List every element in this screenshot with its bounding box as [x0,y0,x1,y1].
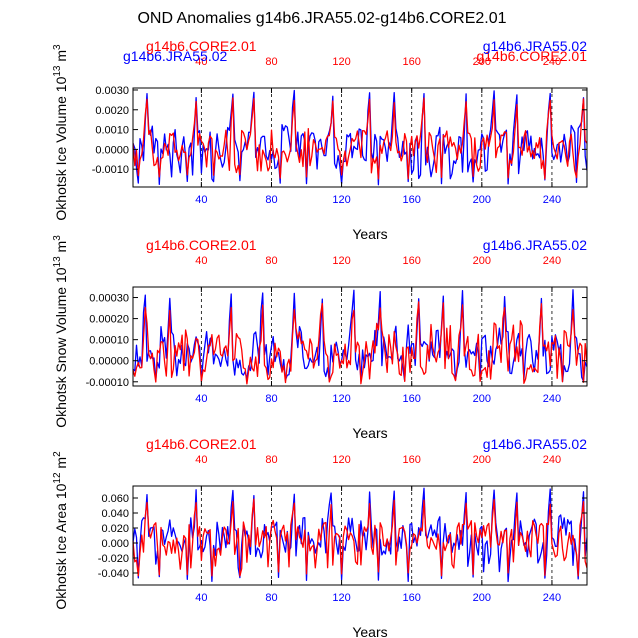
top-x-tick-label: 40 [195,56,207,68]
x-tick-label: 120 [332,592,350,604]
legend-right-back: g14b6.CORE2.01 [476,48,587,64]
series-line-core2 [133,301,587,385]
top-x-tick-label: 120 [332,56,350,68]
x-tick-label: 160 [403,194,421,206]
x-tick-label: 80 [265,194,277,206]
panel-1: -0.0010 0.0000 0.0010 0.0020 0.0030 40 40 80 80 1… [52,38,588,242]
x-tick-label: 160 [403,393,421,405]
top-x-tick-label: 200 [473,56,491,68]
x-tick-label: 240 [543,194,561,206]
y-tick-label: 0.0020 [95,105,129,117]
top-x-tick-label: 40 [195,255,207,267]
y-tick-label: -0.0010 [92,164,129,176]
panel-2: -0.00010 0.00000 0.00010 0.00020 0.00030 40 40… [52,235,588,441]
x-tick-label: 40 [195,194,207,206]
x-tick-label: 200 [473,592,491,604]
top-x-tick-label: 240 [543,255,561,267]
x-axis-label: Years [352,226,387,242]
panel-3: -0.040 -0.020 0.000 0.020 0.040 0.060 40 40 80 80… [52,436,588,638]
top-x-tick-label: 200 [473,255,491,267]
x-axis-label: Years [352,425,387,441]
legend-left: g14b6.CORE2.01 [146,237,257,253]
top-x-tick-label: 80 [265,255,277,267]
x-tick-label: 40 [195,393,207,405]
series-line-core2 [133,97,587,180]
series-line-core2 [133,498,587,577]
plot-frame [132,286,588,387]
figure-title: OND Anomalies g14b6.JRA55.02-g14b6.CORE2… [137,10,506,27]
x-tick-label: 200 [473,194,491,206]
top-x-tick-label: 80 [265,454,277,466]
y-axis-label: Okhotsk Ice Volume 1013 m3 [52,44,69,221]
x-tick-label: 120 [332,393,350,405]
y-tick-label: 0.060 [101,493,129,505]
y-tick-label: 0.0000 [95,144,129,156]
y-tick-label: 0.0030 [95,85,129,97]
x-tick-label: 80 [265,393,277,405]
top-x-tick-label: 240 [543,454,561,466]
x-tick-label: 120 [332,194,350,206]
top-x-tick-label: 160 [403,56,421,68]
legend-left: g14b6.CORE2.01 [146,38,257,54]
x-tick-label: 240 [543,592,561,604]
x-tick-label: 80 [265,592,277,604]
top-x-tick-label: 40 [195,454,207,466]
x-axis-label: Years [352,624,387,638]
y-tick-label: 0.00000 [89,356,129,368]
x-tick-label: 40 [195,592,207,604]
legend-left: g14b6.CORE2.01 [146,436,257,452]
y-tick-label: 0.0010 [95,125,129,137]
plot-frame [132,485,588,586]
y-axis-label: Okhotsk Snow Volume 1013 m3 [52,235,69,428]
y-tick-label: 0.000 [101,538,129,550]
y-tick-label: 0.00010 [89,335,129,347]
y-tick-label: 0.020 [101,523,129,535]
x-tick-label: 240 [543,393,561,405]
y-tick-label: -0.020 [98,553,129,565]
top-x-tick-label: 160 [403,454,421,466]
y-tick-label: 0.00020 [89,314,129,326]
x-tick-label: 160 [403,592,421,604]
legend-right: g14b6.JRA55.02 [483,237,588,253]
legend-right: g14b6.JRA55.02 [483,38,588,54]
y-tick-label: -0.00010 [86,377,129,389]
y-tick-label: 0.040 [101,508,129,520]
top-x-tick-label: 240 [543,56,561,68]
y-tick-label: 0.00030 [89,293,129,305]
legend-left-back: g14b6.JRA55.02 [123,48,228,64]
top-x-tick-label: 160 [403,255,421,267]
top-x-tick-label: 80 [265,56,277,68]
top-x-tick-label: 200 [473,454,491,466]
top-x-tick-label: 120 [332,454,350,466]
top-x-tick-label: 120 [332,255,350,267]
x-tick-label: 200 [473,393,491,405]
y-axis-label: Okhotsk Ice Area 1012 m2 [52,451,69,610]
plot-frame [132,87,588,188]
legend-right: g14b6.JRA55.02 [483,436,588,452]
y-tick-label: -0.040 [98,568,129,580]
